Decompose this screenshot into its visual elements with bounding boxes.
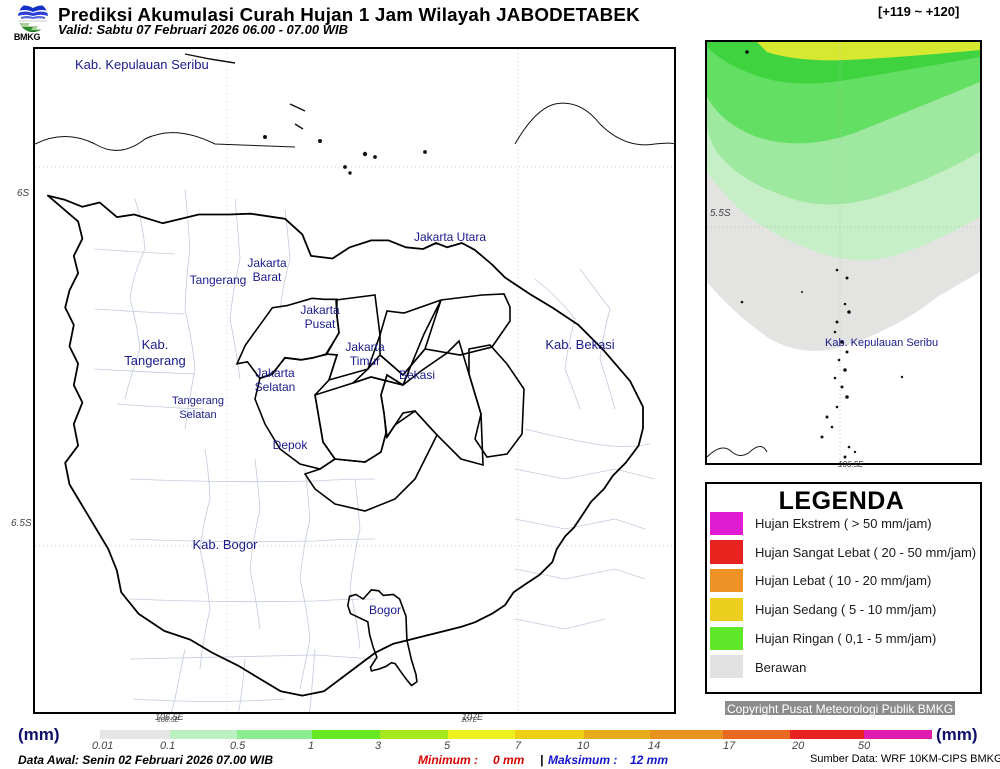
svg-text:Jakarta Utara: Jakarta Utara [414, 230, 486, 244]
svg-text:Timur: Timur [350, 354, 380, 368]
svg-text:Pusat: Pusat [305, 317, 336, 331]
svg-text:Depok: Depok [273, 438, 309, 452]
svg-text:Bogor: Bogor [369, 603, 401, 617]
svg-text:Kab. Kepulauan Seribu: Kab. Kepulauan Seribu [825, 337, 938, 349]
svg-text:Kab. Bogor: Kab. Bogor [192, 537, 258, 552]
svg-text:Bekasi: Bekasi [399, 368, 435, 382]
svg-text:Barat: Barat [253, 270, 282, 284]
svg-text:Tangerang: Tangerang [172, 395, 224, 407]
svg-text:Kab. Kepulauan Seribu: Kab. Kepulauan Seribu [75, 57, 209, 72]
svg-text:Jakarta: Jakarta [300, 303, 340, 317]
svg-text:Jakarta: Jakarta [255, 366, 295, 380]
svg-text:Tangerang: Tangerang [124, 353, 185, 368]
svg-text:Kab.: Kab. [142, 337, 169, 352]
svg-text:Kab. Bekasi: Kab. Bekasi [545, 337, 614, 352]
svg-text:Jakarta: Jakarta [247, 256, 287, 270]
svg-text:Jakarta: Jakarta [345, 340, 385, 354]
svg-text:Selatan: Selatan [255, 380, 296, 394]
svg-text:Tangerang: Tangerang [190, 273, 247, 287]
svg-text:Selatan: Selatan [179, 409, 216, 421]
